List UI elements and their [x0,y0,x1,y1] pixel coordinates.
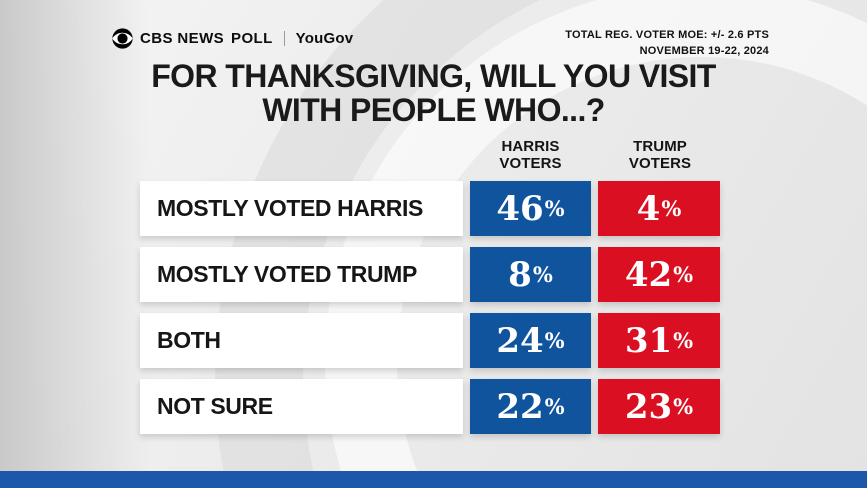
percent-sign: % [673,394,694,419]
table-row: NOT SURE 22% 23% [140,379,720,434]
trump-value: 23 [624,386,673,427]
table-row: MOSTLY VOTED TRUMP 8% 42% [140,247,720,302]
moe-note: TOTAL REG. VOTER MOE: +/- 2.6 PTS [565,29,769,41]
percent-sign: % [544,328,565,353]
row-label: BOTH [140,313,463,368]
title-line-2: WITH PEOPLE WHO...? [262,91,605,128]
percent-sign: % [673,262,694,287]
poll-meta: TOTAL REG. VOTER MOE: +/- 2.6 PTS NOVEMB… [565,28,769,60]
percent-sign: % [661,196,682,221]
harris-value: 8 [508,254,532,295]
trump-header-line-1: TRUMP [633,138,687,155]
page-title: FOR THANKSGIVING, WILL YOU VISIT WITH PE… [0,58,867,128]
title-line-1: FOR THANKSGIVING, WILL YOU VISIT [151,58,716,94]
harris-value: 46 [496,188,544,229]
trump-value-cell: 4% [598,181,720,236]
percent-sign: % [544,394,565,419]
row-label: NOT SURE [140,379,463,434]
harris-value-cell: 46% [470,181,591,236]
harris-value-cell: 8% [470,247,591,302]
harris-value: 24 [496,320,544,361]
harris-value-cell: 22% [470,379,591,434]
percent-sign: % [544,196,565,221]
trump-value: 42 [624,254,673,295]
harris-header-line-2: VOTERS [499,155,562,173]
bottom-bar [0,471,867,488]
harris-value-cell: 24% [470,313,591,368]
row-label: MOSTLY VOTED TRUMP [140,247,463,302]
trump-header-line-2: VOTERS [628,155,692,173]
trump-value: 31 [624,320,673,361]
trump-value: 4 [636,188,661,229]
table-row: MOSTLY VOTED HARRIS 46% 4% [140,181,720,236]
brand-header: CBS NEWS POLL YouGov [112,28,353,49]
poll-table: MOSTLY VOTED HARRIS 46% 4% MOSTLY VOTED … [140,181,720,434]
cbs-news-label: CBS NEWS [140,30,225,47]
trump-value-cell: 31% [598,313,720,368]
cbs-eye-icon [112,28,133,49]
row-label: MOSTLY VOTED HARRIS [140,181,463,236]
harris-header-line-1: HARRIS [501,138,560,155]
column-header-harris: HARRIS VOTERS [470,138,591,173]
poll-label: POLL [231,30,273,47]
harris-value: 22 [496,386,544,427]
trump-value-cell: 23% [598,379,720,434]
brand-divider [283,31,285,46]
percent-sign: % [532,262,553,287]
table-row: BOTH 24% 31% [140,313,720,368]
percent-sign: % [673,328,694,353]
trump-value-cell: 42% [598,247,720,302]
yougov-logo: YouGov [295,30,354,47]
column-header-trump: TRUMP VOTERS [599,138,721,173]
